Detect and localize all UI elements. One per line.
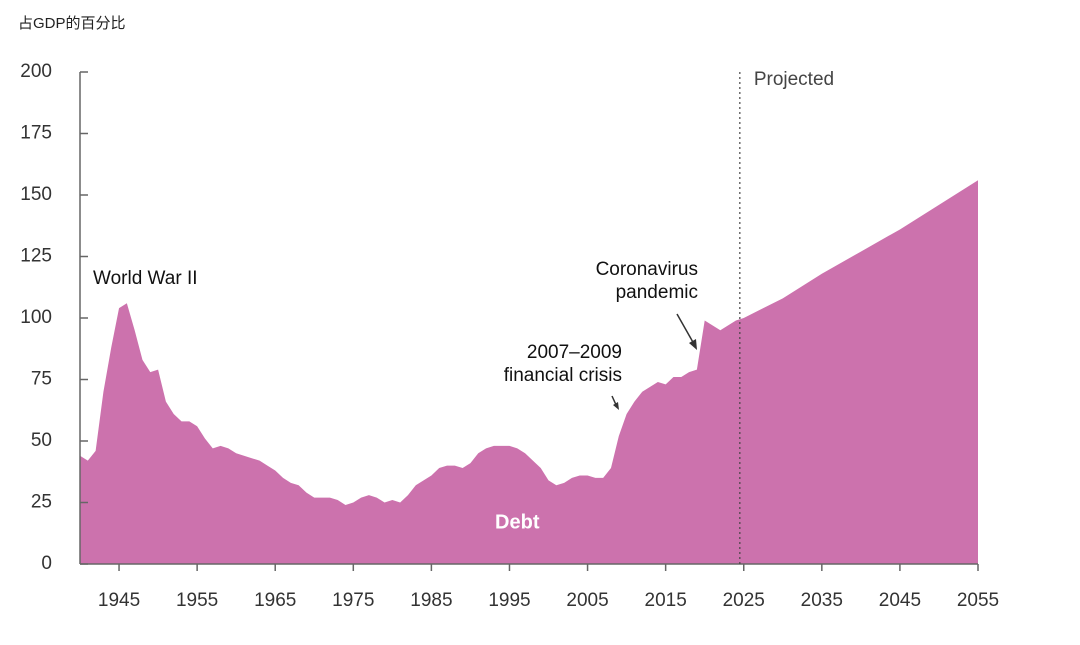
x-tick-label: 2035: [801, 590, 843, 611]
x-tick-label: 1985: [410, 590, 452, 611]
y-axis-label: 占GDP的百分比: [18, 15, 126, 32]
x-tick-label: 1975: [332, 590, 374, 611]
projection-label: Projected: [754, 69, 834, 90]
annotation: 2007–2009: [527, 342, 622, 363]
x-tick-label: 2045: [879, 590, 921, 611]
arrow-head: [689, 339, 697, 350]
annotation: Coronavirus: [596, 259, 698, 280]
y-tick-label: 150: [20, 184, 52, 205]
series-label: Debt: [495, 511, 540, 533]
x-tick-label: 1965: [254, 590, 296, 611]
annotation: pandemic: [616, 282, 698, 303]
y-tick-label: 0: [41, 553, 52, 574]
x-tick-label: 2005: [566, 590, 608, 611]
arrow: [676, 313, 695, 345]
x-tick-label: 2015: [645, 590, 687, 611]
debt-area: [80, 180, 978, 565]
x-tick-label: 1995: [488, 590, 530, 611]
x-tick-label: 1955: [176, 590, 218, 611]
annotation: financial crisis: [504, 365, 622, 386]
x-tick-label: 2055: [957, 590, 999, 611]
y-tick-label: 25: [31, 492, 52, 513]
y-tick-label: 100: [20, 307, 52, 328]
annotation: World War II: [93, 268, 198, 289]
x-tick-label: 2025: [723, 590, 765, 611]
x-tick-label: 1945: [98, 590, 140, 611]
y-tick-label: 200: [20, 61, 52, 82]
y-tick-label: 125: [20, 246, 52, 267]
y-tick-label: 75: [31, 369, 52, 390]
y-tick-label: 175: [20, 123, 52, 144]
y-tick-label: 50: [31, 430, 52, 451]
arrow-head: [613, 402, 619, 410]
